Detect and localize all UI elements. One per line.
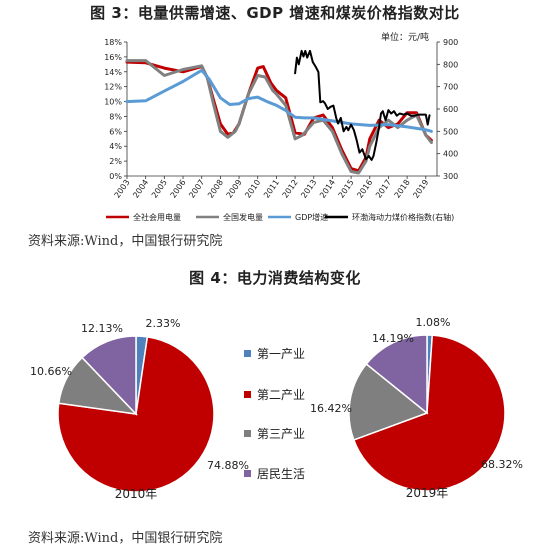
x-axis-tick-label: 2010 bbox=[243, 178, 262, 200]
pie-charts: 2.33% 74.88% 10.66% 12.13% 2010年 1.08% 68.32% 1… bbox=[30, 316, 523, 501]
pie-slice-label: 10.66% bbox=[30, 365, 72, 378]
right-axis-unit: 单位：元/吨 bbox=[381, 31, 429, 43]
pie-legend-swatch bbox=[244, 430, 251, 437]
x-axis-tick-label: 2008 bbox=[206, 178, 225, 200]
figure4-title: 图 4：电力消费结构变化 bbox=[189, 269, 361, 287]
x-axis-tick-label: 2014 bbox=[318, 178, 337, 200]
right-axis-tick-label: 700 bbox=[443, 83, 458, 92]
pie-year-label: 2019年 bbox=[406, 486, 449, 500]
left-axis-tick-label: 16% bbox=[104, 53, 122, 62]
left-axis-tick-label: 18% bbox=[104, 38, 122, 47]
left-axis-tick-label: 2% bbox=[109, 157, 122, 166]
left-axis-tick-label: 10% bbox=[104, 98, 122, 107]
pie-slice-label: 12.13% bbox=[81, 322, 123, 335]
x-axis-tick-label: 2012 bbox=[281, 178, 300, 200]
right-axis-tick-label: 800 bbox=[443, 60, 458, 69]
x-axis-tick-label: 2018 bbox=[393, 178, 412, 200]
line-chart: 0% 2% 4% 6% 8% 10% 12% 14% 16% 18% 300 400 500 600 700… bbox=[104, 31, 458, 222]
x-axis-tick-label: 2003 bbox=[113, 178, 132, 200]
left-axis-tick-label: 12% bbox=[104, 83, 122, 92]
pie-legend-swatch bbox=[244, 391, 251, 398]
legend-label: 全社会用电量 bbox=[133, 212, 181, 222]
right-axis-tick-label: 500 bbox=[443, 127, 458, 136]
pie-slice-label: 2.33% bbox=[146, 317, 181, 330]
x-axis-tick-label: 2009 bbox=[225, 178, 244, 200]
pie-legend-label: 居民生活 bbox=[257, 467, 305, 481]
pie-legend-swatch bbox=[244, 470, 251, 477]
x-axis-tick-label: 2011 bbox=[262, 178, 281, 200]
figure4-source: 资料来源:Wind，中国银行研究院 bbox=[28, 531, 223, 546]
legend-label: 全国发电量 bbox=[223, 212, 263, 222]
x-axis-tick-label: 2017 bbox=[374, 178, 393, 200]
x-axis-tick-label: 2013 bbox=[299, 178, 318, 200]
pie-slice bbox=[352, 334, 506, 492]
legend-label: GDP增速 bbox=[295, 212, 328, 222]
pie-slice bbox=[365, 334, 428, 415]
legend-label: 环渤海动力煤价格指数(右轴) bbox=[352, 212, 454, 222]
x-axis-tick-label: 2004 bbox=[131, 178, 150, 200]
x-axis-tick-label: 2019 bbox=[411, 178, 430, 200]
x-axis-tick-label: 2005 bbox=[150, 178, 169, 200]
pie-legend-swatch bbox=[244, 350, 251, 357]
right-axis-tick-label: 600 bbox=[443, 105, 458, 114]
pie-legend-label: 第三产业 bbox=[257, 427, 305, 441]
pie-slice-label: 16.42% bbox=[310, 402, 352, 415]
left-axis-tick-label: 8% bbox=[109, 112, 122, 121]
pie-slice bbox=[348, 362, 429, 441]
x-axis-tick-label: 2015 bbox=[337, 178, 356, 200]
left-axis-tick-label: 6% bbox=[109, 127, 122, 136]
pie-slice-label: 74.88% bbox=[207, 459, 249, 472]
right-axis-tick-label: 900 bbox=[443, 38, 458, 47]
pie-legend-label: 第二产业 bbox=[257, 388, 305, 402]
pie-legend-label: 第一产业 bbox=[257, 347, 305, 361]
pie-year-label: 2010年 bbox=[115, 487, 158, 501]
figure3-source: 资料来源:Wind，中国银行研究院 bbox=[28, 234, 223, 249]
pie-slice-label: 14.19% bbox=[372, 332, 414, 345]
pie-slice-label: 1.08% bbox=[416, 316, 451, 329]
x-axis-tick-label: 2007 bbox=[187, 178, 206, 200]
x-axis-tick-label: 2006 bbox=[169, 178, 188, 200]
pie-slice bbox=[81, 335, 137, 416]
left-axis-tick-label: 14% bbox=[104, 68, 122, 77]
x-axis-tick-label: 2016 bbox=[355, 178, 374, 200]
series-line bbox=[125, 68, 433, 133]
right-axis-tick-label: 300 bbox=[443, 172, 458, 181]
pie-slice-label: 68.32% bbox=[481, 458, 523, 471]
series-line bbox=[294, 49, 431, 161]
left-axis-tick-label: 4% bbox=[109, 142, 122, 151]
left-axis-tick-label: 0% bbox=[109, 172, 122, 181]
figure3-title: 图 3：电量供需增速、GDP 增速和煤炭价格指数对比 bbox=[90, 4, 460, 22]
right-axis-tick-label: 400 bbox=[443, 150, 458, 159]
